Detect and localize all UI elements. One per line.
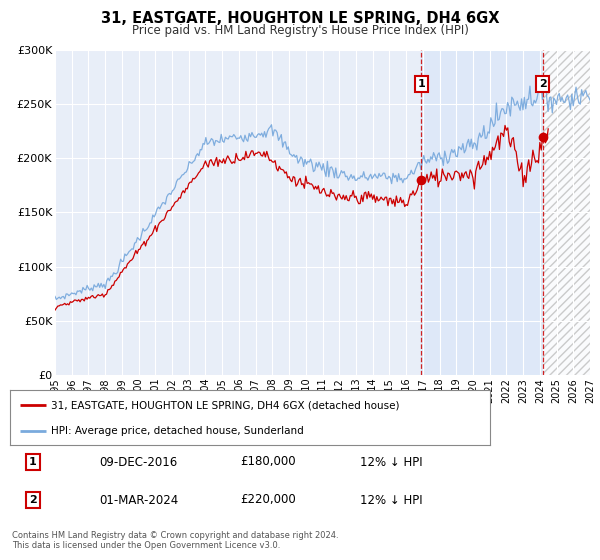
Text: HPI: Average price, detached house, Sunderland: HPI: Average price, detached house, Sund… — [51, 426, 304, 436]
Bar — [542, 50, 590, 375]
Text: 12% ↓ HPI: 12% ↓ HPI — [360, 493, 422, 506]
Text: 12% ↓ HPI: 12% ↓ HPI — [360, 455, 422, 469]
Text: 1: 1 — [418, 79, 425, 89]
Text: 09-DEC-2016: 09-DEC-2016 — [99, 455, 177, 469]
Text: 1: 1 — [29, 457, 37, 467]
Text: 31, EASTGATE, HOUGHTON LE SPRING, DH4 6GX: 31, EASTGATE, HOUGHTON LE SPRING, DH4 6G… — [101, 11, 499, 26]
Text: 2: 2 — [29, 495, 37, 505]
Text: 2: 2 — [539, 79, 547, 89]
Text: 01-MAR-2024: 01-MAR-2024 — [99, 493, 178, 506]
Text: Price paid vs. HM Land Registry's House Price Index (HPI): Price paid vs. HM Land Registry's House … — [131, 24, 469, 36]
Text: 31, EASTGATE, HOUGHTON LE SPRING, DH4 6GX (detached house): 31, EASTGATE, HOUGHTON LE SPRING, DH4 6G… — [51, 400, 400, 410]
Bar — [542, 50, 590, 375]
Text: Contains HM Land Registry data © Crown copyright and database right 2024.
This d: Contains HM Land Registry data © Crown c… — [12, 531, 338, 550]
Text: £220,000: £220,000 — [240, 493, 296, 506]
Text: £180,000: £180,000 — [240, 455, 296, 469]
Bar — [421, 50, 542, 375]
